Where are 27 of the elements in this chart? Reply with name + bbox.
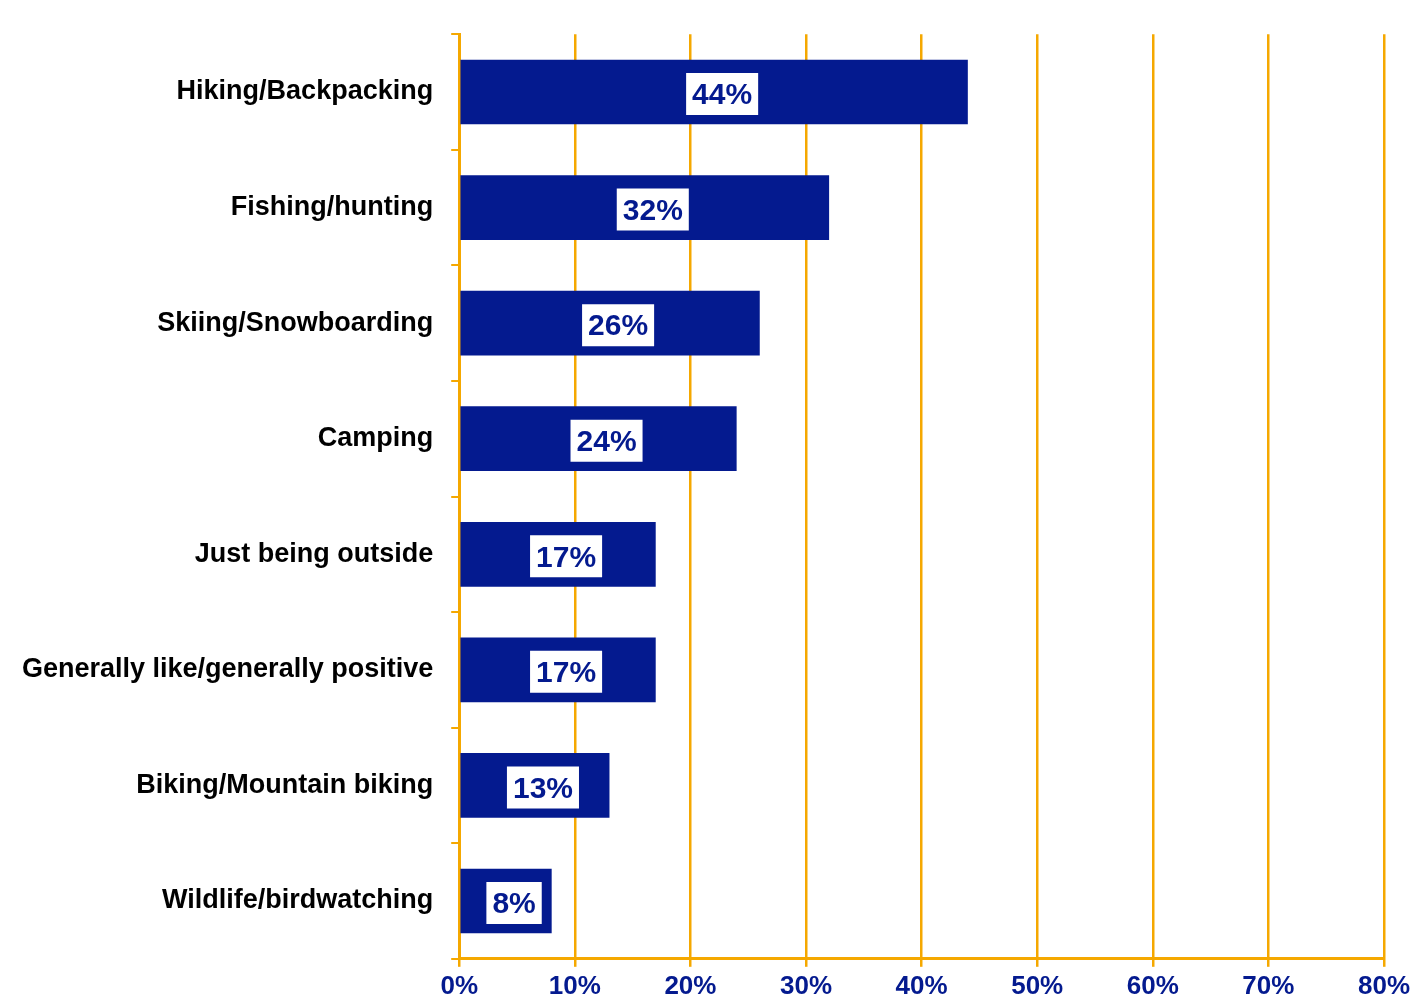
x-tick-label: 30% (779, 969, 833, 1000)
x-tick-label: 70% (1242, 969, 1295, 1000)
x-tick-label: 20% (664, 969, 717, 1000)
bar (460, 59, 968, 125)
y-tick-label: Biking/Mountain biking (136, 768, 434, 799)
x-tick-label: 0% (440, 969, 478, 1000)
y-tick-label: Fishing/hunting (230, 191, 434, 222)
y-tick-label: Just being outside (194, 537, 434, 568)
data-label: 17% (536, 655, 597, 689)
y-tick-label: Generally like/generally positive (21, 653, 434, 684)
data-label: 24% (576, 423, 637, 457)
data-label: 13% (512, 770, 573, 804)
x-tick-label: 40% (895, 969, 948, 1000)
data-label: 32% (622, 192, 683, 226)
y-tick-label: Skiing/Snowboarding (157, 306, 434, 337)
y-tick-label: Camping (317, 422, 434, 453)
x-tick-label: 50% (1011, 969, 1064, 1000)
data-label: 17% (536, 539, 597, 573)
x-tick-label: 80% (1357, 969, 1410, 1000)
y-tick-label: Wildlife/birdwatching (161, 884, 434, 915)
bar (460, 175, 830, 240)
y-tick-label: Hiking/Backpacking (176, 75, 434, 106)
x-tick-label: 60% (1126, 969, 1179, 1000)
data-label: 26% (588, 308, 649, 342)
x-tick-label: 10% (548, 969, 601, 1000)
data-label: 8% (492, 886, 536, 920)
data-label: 44% (692, 77, 753, 111)
